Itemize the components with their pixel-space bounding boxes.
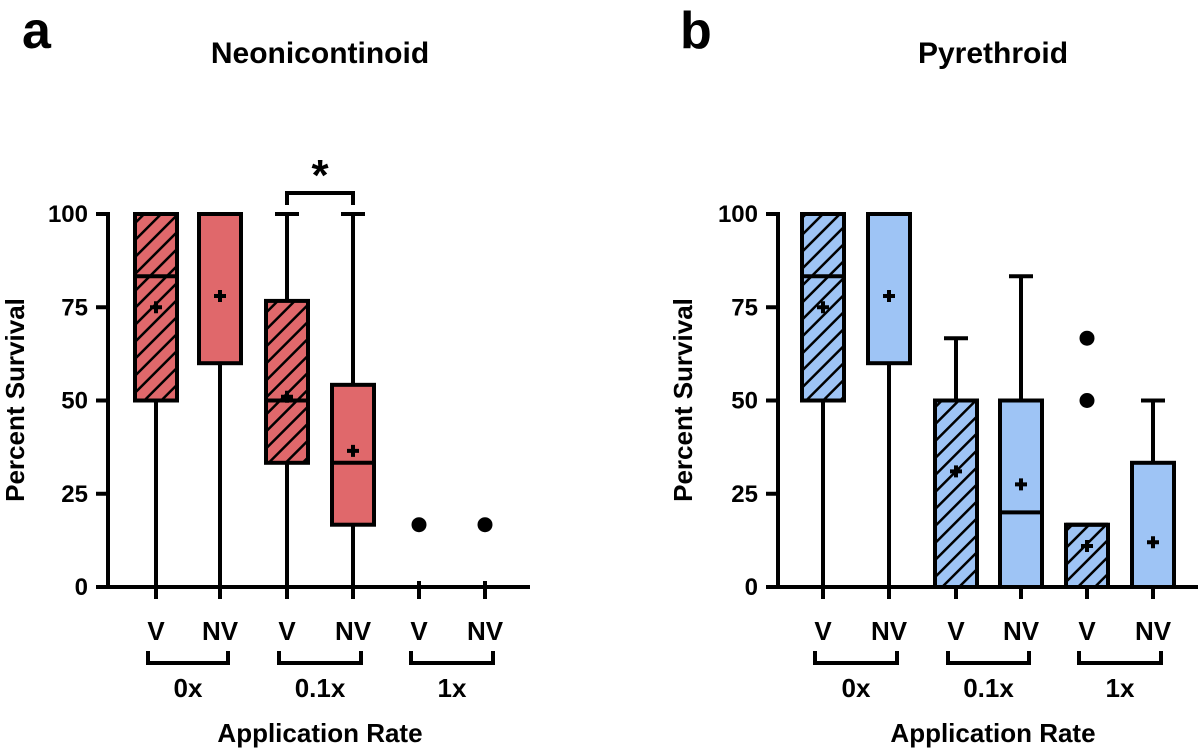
box-0x-V	[800, 212, 846, 589]
group-bracket	[946, 651, 1031, 665]
box-body	[197, 212, 243, 366]
group-label: 0x	[842, 673, 871, 703]
box-body	[998, 398, 1044, 589]
box-1x-V	[407, 517, 431, 593]
y-tick-label: 0	[75, 574, 88, 601]
y-axis-title-a: Percent Survival	[0, 298, 30, 502]
group-label: 0.1x	[295, 673, 346, 703]
y-tick-label: 75	[731, 294, 758, 321]
y-tick-label: 100	[48, 201, 88, 228]
outlier-point	[1079, 393, 1095, 408]
mean-marker	[281, 390, 293, 403]
mean-marker	[1015, 478, 1027, 491]
outlier-point	[1079, 330, 1095, 346]
y-axis-title-b: Percent Survival	[668, 298, 698, 502]
y-tick-label: 25	[61, 481, 88, 508]
mean-marker	[347, 444, 359, 457]
panel-a: a Neonicontinoid Percent Survival Applic…	[0, 2, 530, 748]
mean-marker	[150, 301, 162, 314]
x-category-label: V	[814, 616, 832, 646]
chart-title-b: Pyrethroid	[918, 37, 1068, 70]
y-tick-label: 100	[718, 201, 758, 228]
x-category-label: NV	[467, 616, 504, 646]
mean-marker	[413, 581, 425, 593]
x-category-label: NV	[202, 616, 239, 646]
chart-title-a: Neonicontinoid	[211, 37, 429, 70]
x-axis-title-b: Application Rate	[890, 718, 1095, 748]
box-1x-V	[1064, 330, 1110, 589]
x-axis-title-a: Application Rate	[217, 718, 422, 748]
y-tick-label: 50	[731, 388, 758, 415]
x-category-label: V	[410, 616, 428, 646]
mean-marker	[883, 290, 895, 303]
x-category-label: NV	[1135, 616, 1172, 646]
box-body	[866, 212, 912, 366]
group-label: 0x	[174, 673, 203, 703]
mean-marker	[950, 465, 962, 478]
outlier-point	[411, 517, 427, 533]
box-body	[264, 298, 310, 465]
box-0x-NV	[866, 212, 912, 589]
box-0.1x-V	[933, 336, 979, 589]
box-0.1x-NV	[998, 274, 1044, 589]
box-0x-V	[133, 212, 179, 589]
box-body	[933, 398, 979, 589]
plot-area-a: 0 25 50 75 100 V NV V NV V NV 0x 0.1x 1x *	[48, 151, 530, 703]
x-category-label: V	[278, 616, 296, 646]
y-tick-label: 75	[61, 294, 88, 321]
panel-label-a: a	[22, 2, 52, 60]
y-tick-label: 50	[61, 388, 88, 415]
x-category-label: NV	[871, 616, 908, 646]
x-category-label: V	[147, 616, 165, 646]
box-body	[1064, 522, 1110, 589]
mean-marker	[1147, 536, 1159, 549]
panel-b: b Pyrethroid Percent Survival Applicatio…	[668, 2, 1198, 748]
box-0.1x-NV	[330, 212, 376, 589]
group-bracket	[813, 651, 899, 665]
mean-marker	[1081, 539, 1093, 552]
group-label: 1x	[438, 673, 467, 703]
mean-marker	[214, 290, 226, 303]
group-bracket	[1077, 651, 1163, 665]
box-1x-NV	[473, 517, 497, 593]
group-bracket	[409, 651, 495, 665]
box-body	[1130, 460, 1176, 589]
y-tick-label: 0	[745, 574, 758, 601]
mean-marker	[479, 581, 491, 593]
group-label: 0.1x	[963, 673, 1014, 703]
box-1x-NV	[1130, 398, 1176, 589]
outlier-point	[477, 517, 493, 533]
group-bracket	[277, 651, 363, 665]
group-label: 1x	[1106, 673, 1135, 703]
significance-bracket	[285, 191, 355, 205]
mean-marker	[817, 301, 829, 314]
box-0.1x-V	[264, 212, 310, 589]
panel-label-b: b	[680, 2, 712, 60]
box-0x-NV	[197, 212, 243, 589]
x-category-label: NV	[1003, 616, 1040, 646]
significance-label: *	[311, 151, 329, 200]
x-category-label: V	[947, 616, 965, 646]
group-bracket	[146, 651, 230, 665]
x-category-label: V	[1078, 616, 1096, 646]
x-category-label: NV	[335, 616, 372, 646]
y-tick-label: 25	[731, 481, 758, 508]
